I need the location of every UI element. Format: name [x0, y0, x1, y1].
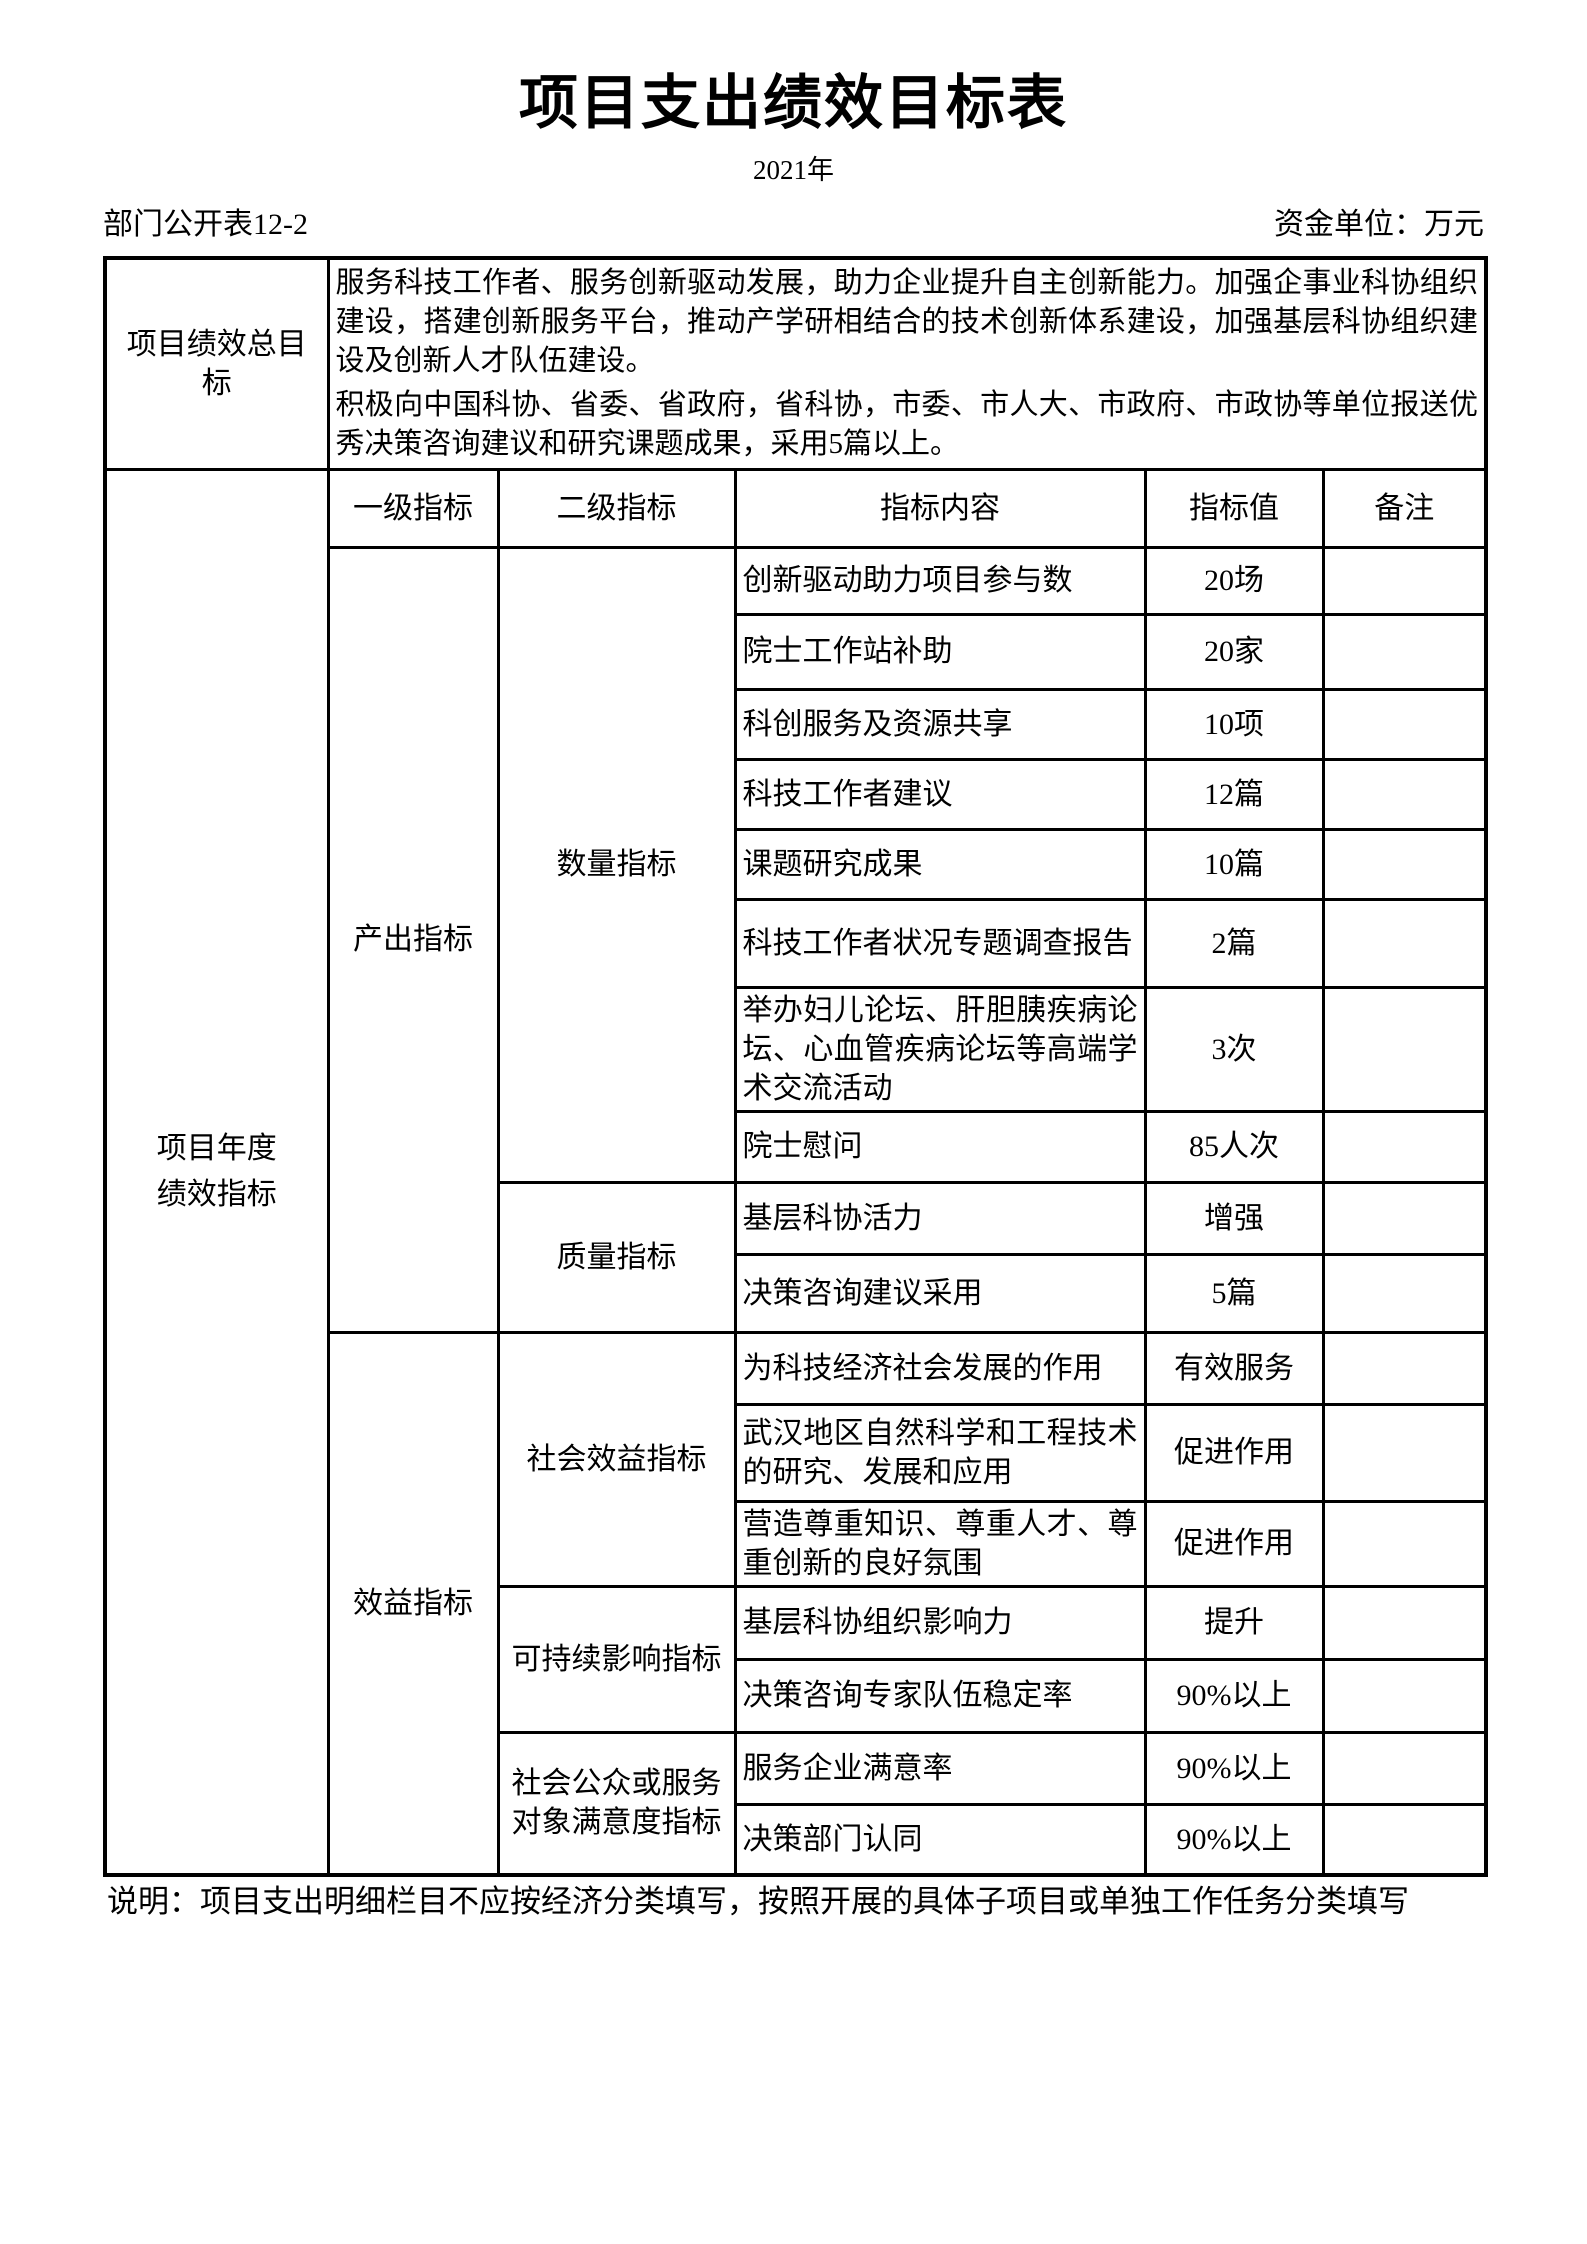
- indicator-row: 社会公众或服务对象满意度指标 服务企业满意率 90%以上: [105, 1730, 1488, 1877]
- indicator-row: 产出指标 数量指标 创新驱动助力项目参与数 20场: [105, 545, 1488, 1334]
- indicator-row: 效益指标 社会效益指标 为科技经济社会发展的作用 有效服务: [105, 1330, 1488, 1877]
- header-level1: 一级指标: [326, 467, 500, 549]
- indicator-value: 促进作用: [1143, 1499, 1325, 1588]
- remark-cell: [1321, 1180, 1488, 1256]
- doc-code: 部门公开表12-2: [103, 208, 308, 241]
- indicator-content: 基层科协活力: [733, 1180, 1147, 1256]
- level2-sustainability-indicators: 可持续影响指标: [496, 1584, 737, 1734]
- indicator-content: 科技工作者建议: [733, 757, 1147, 831]
- indicator-value: 90%以上: [1143, 1657, 1325, 1734]
- page-year: 2021年: [753, 155, 834, 185]
- indicator-value: 85人次: [1143, 1109, 1325, 1184]
- remark-cell: [1321, 1402, 1488, 1503]
- indicator-content: 服务企业满意率: [733, 1730, 1147, 1806]
- indicator-content: 决策咨询专家队伍稳定率: [733, 1657, 1147, 1734]
- indicator-content: 决策咨询建议采用: [733, 1252, 1147, 1334]
- indicator-content: 决策部门认同: [733, 1802, 1147, 1877]
- indicator-row: 决策咨询建议采用 5篇: [105, 1252, 1488, 1334]
- indicator-row: 质量指标 基层科协活力 增强: [105, 1180, 1488, 1334]
- indicator-value: 90%以上: [1143, 1802, 1325, 1877]
- indicator-content: 基层科协组织影响力: [733, 1584, 1147, 1661]
- remark-cell: [1321, 1584, 1488, 1661]
- indicator-header-row: 项目年度绩效指标 一级指标 二级指标 指标内容 指标值 备注: [103, 467, 1488, 1877]
- remark-cell: [1321, 985, 1488, 1113]
- meta-row: 部门公开表12-2 资金单位：万元: [103, 207, 1484, 243]
- overall-goal-text: 服务科技工作者、服务创新驱动发展，助力企业提升自主创新能力。加强企事业科协组织建…: [326, 256, 1488, 471]
- indicator-row: 课题研究成果 10篇: [105, 827, 1488, 901]
- indicator-value: 20家: [1143, 612, 1325, 691]
- remark-cell: [1321, 545, 1488, 616]
- remark-cell: [1321, 827, 1488, 901]
- indicator-value: 10篇: [1143, 827, 1325, 901]
- overall-goal-label: 项目绩效总目标: [103, 256, 330, 471]
- indicator-row: 院士慰问 85人次: [105, 1109, 1488, 1184]
- indicator-row: 营造尊重知识、尊重人才、尊重创新的良好氛围 促进作用: [105, 1499, 1488, 1588]
- level1-benefit-indicators: 效益指标: [326, 1330, 500, 1877]
- annual-indicators-label: 项目年度绩效指标: [103, 467, 330, 1877]
- indicator-value: 提升: [1143, 1584, 1325, 1661]
- indicator-row: 科创服务及资源共享 10项: [105, 687, 1488, 761]
- overall-goal-paragraph-1: 服务科技工作者、服务创新驱动发展，助力企业提升自主创新能力。加强企事业科协组织建…: [335, 266, 1479, 377]
- remark-cell: [1321, 757, 1488, 831]
- page-title: 项目支出绩效目标表: [518, 70, 1068, 136]
- indicator-content: 院士慰问: [733, 1109, 1147, 1184]
- indicator-row: 武汉地区自然科学和工程技术的研究、发展和应用 促进作用: [105, 1402, 1488, 1503]
- indicator-row: 院士工作站补助 20家: [105, 612, 1488, 691]
- fund-unit-label: 资金单位：万元: [1274, 208, 1484, 241]
- overall-goal-paragraph-2: 积极向中国科协、省委、省政府，省科协，市委、市人大、市政府、市政协等单位报送优秀…: [335, 388, 1479, 460]
- indicator-value: 5篇: [1143, 1252, 1325, 1334]
- remark-cell: [1321, 1252, 1488, 1334]
- header-content: 指标内容: [733, 467, 1147, 549]
- remark-cell: [1321, 612, 1488, 691]
- footnote: 说明：项目支出明细栏目不应按经济分类填写，按照开展的具体子项目或单独工作任务分类…: [107, 1884, 1409, 1919]
- level2-satisfaction-indicators: 社会公众或服务对象满意度指标: [496, 1730, 737, 1877]
- remark-cell: [1321, 687, 1488, 761]
- overall-goal-row: 项目绩效总目标 服务科技工作者、服务创新驱动发展，助力企业提升自主创新能力。加强…: [103, 256, 1488, 471]
- remark-cell: [1321, 1499, 1488, 1588]
- indicator-content: 课题研究成果: [733, 827, 1147, 901]
- indicator-content: 武汉地区自然科学和工程技术的研究、发展和应用: [733, 1402, 1147, 1503]
- indicator-content: 举办妇儿论坛、肝胆胰疾病论坛、心血管疾病论坛等高端学术交流活动: [733, 985, 1147, 1113]
- performance-target-table: 项目绩效总目标 服务科技工作者、服务创新驱动发展，助力企业提升自主创新能力。加强…: [103, 256, 1489, 1877]
- indicator-content: 院士工作站补助: [733, 612, 1147, 691]
- remark-cell: [1321, 1802, 1488, 1877]
- indicator-value: 增强: [1143, 1180, 1325, 1256]
- indicator-row: 决策部门认同 90%以上: [105, 1802, 1488, 1877]
- remark-cell: [1321, 1730, 1488, 1806]
- header-remark: 备注: [1321, 467, 1488, 549]
- indicator-value: 3次: [1143, 985, 1325, 1113]
- indicator-row: 决策咨询专家队伍稳定率 90%以上: [105, 1657, 1488, 1734]
- indicator-content: 营造尊重知识、尊重人才、尊重创新的良好氛围: [733, 1499, 1147, 1588]
- indicator-value: 90%以上: [1143, 1730, 1325, 1806]
- indicator-row: 科技工作者建议 12篇: [105, 757, 1488, 831]
- indicator-content: 创新驱动助力项目参与数: [733, 545, 1147, 616]
- indicator-value: 20场: [1143, 545, 1325, 616]
- header-level2: 二级指标: [496, 467, 737, 549]
- level1-output-indicators: 产出指标: [326, 545, 500, 1334]
- level2-quality-indicators: 质量指标: [496, 1180, 737, 1334]
- remark-cell: [1321, 1657, 1488, 1734]
- indicator-content: 科技工作者状况专题调查报告: [733, 897, 1147, 989]
- indicator-row: 可持续影响指标 基层科协组织影响力 提升: [105, 1584, 1488, 1734]
- remark-cell: [1321, 1109, 1488, 1184]
- remark-cell: [1321, 1330, 1488, 1406]
- level2-quantity-indicators: 数量指标: [496, 545, 737, 1184]
- indicator-row: 科技工作者状况专题调查报告 2篇: [105, 897, 1488, 989]
- level2-social-benefit-indicators: 社会效益指标: [496, 1330, 737, 1588]
- indicator-value: 有效服务: [1143, 1330, 1325, 1406]
- indicator-content: 科创服务及资源共享: [733, 687, 1147, 761]
- indicator-value: 10项: [1143, 687, 1325, 761]
- indicator-value: 12篇: [1143, 757, 1325, 831]
- indicator-value: 2篇: [1143, 897, 1325, 989]
- header-value: 指标值: [1143, 467, 1325, 549]
- indicator-content: 为科技经济社会发展的作用: [733, 1330, 1147, 1406]
- indicator-row: 举办妇儿论坛、肝胆胰疾病论坛、心血管疾病论坛等高端学术交流活动 3次: [105, 985, 1488, 1113]
- remark-cell: [1321, 897, 1488, 989]
- indicator-value: 促进作用: [1143, 1402, 1325, 1503]
